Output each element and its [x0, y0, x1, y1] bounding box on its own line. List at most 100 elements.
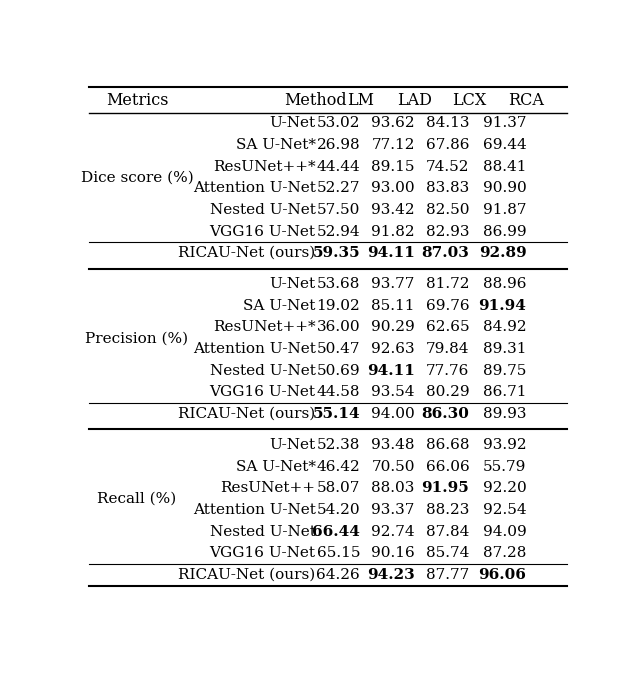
Text: 55.14: 55.14 [312, 407, 360, 421]
Text: 82.93: 82.93 [426, 225, 469, 238]
Text: 53.68: 53.68 [317, 277, 360, 291]
Text: 92.20: 92.20 [483, 481, 527, 496]
Text: LAD: LAD [397, 91, 432, 108]
Text: 93.62: 93.62 [371, 116, 415, 131]
Text: 89.31: 89.31 [483, 342, 527, 356]
Text: RICAU-Net (ours): RICAU-Net (ours) [179, 407, 316, 421]
Text: 50.69: 50.69 [317, 364, 360, 378]
Text: 96.06: 96.06 [479, 568, 527, 582]
Text: 52.38: 52.38 [317, 438, 360, 452]
Text: 93.77: 93.77 [371, 277, 415, 291]
Text: 93.48: 93.48 [371, 438, 415, 452]
Text: 52.27: 52.27 [317, 181, 360, 195]
Text: 62.65: 62.65 [426, 320, 469, 334]
Text: 91.95: 91.95 [422, 481, 469, 496]
Text: SA U-Net*: SA U-Net* [236, 460, 316, 474]
Text: 74.52: 74.52 [426, 160, 469, 173]
Text: 67.86: 67.86 [426, 138, 469, 152]
Text: SA U-Net*: SA U-Net* [236, 138, 316, 152]
Text: 93.92: 93.92 [483, 438, 527, 452]
Text: 66.06: 66.06 [426, 460, 469, 474]
Text: SA U-Net: SA U-Net [243, 299, 316, 313]
Text: U-Net: U-Net [269, 116, 316, 131]
Text: 91.82: 91.82 [371, 225, 415, 238]
Text: 84.92: 84.92 [483, 320, 527, 334]
Text: 94.09: 94.09 [483, 525, 527, 538]
Text: 69.44: 69.44 [483, 138, 527, 152]
Text: Precision (%): Precision (%) [86, 331, 189, 345]
Text: 44.44: 44.44 [317, 160, 360, 173]
Text: 92.74: 92.74 [371, 525, 415, 538]
Text: 83.83: 83.83 [426, 181, 469, 195]
Text: Recall (%): Recall (%) [97, 492, 177, 506]
Text: 80.29: 80.29 [426, 385, 469, 399]
Text: 79.84: 79.84 [426, 342, 469, 356]
Text: 77.12: 77.12 [371, 138, 415, 152]
Text: U-Net: U-Net [269, 438, 316, 452]
Text: 87.84: 87.84 [426, 525, 469, 538]
Text: Dice score (%): Dice score (%) [81, 171, 193, 184]
Text: 57.50: 57.50 [317, 203, 360, 217]
Text: ResUNet++*: ResUNet++* [213, 160, 316, 173]
Text: VGG16 U-Net: VGG16 U-Net [210, 546, 316, 560]
Text: RICAU-Net (ours): RICAU-Net (ours) [179, 246, 316, 260]
Text: LCX: LCX [452, 91, 486, 108]
Text: 26.98: 26.98 [317, 138, 360, 152]
Text: 86.99: 86.99 [483, 225, 527, 238]
Text: Attention U-Net: Attention U-Net [193, 181, 316, 195]
Text: 87.28: 87.28 [483, 546, 527, 560]
Text: ResUNet++*: ResUNet++* [213, 320, 316, 334]
Text: Nested U-Net: Nested U-Net [210, 364, 316, 378]
Text: 53.02: 53.02 [317, 116, 360, 131]
Text: 88.23: 88.23 [426, 503, 469, 517]
Text: 90.29: 90.29 [371, 320, 415, 334]
Text: 93.00: 93.00 [371, 181, 415, 195]
Text: 88.96: 88.96 [483, 277, 527, 291]
Text: 52.94: 52.94 [317, 225, 360, 238]
Text: 90.90: 90.90 [483, 181, 527, 195]
Text: 84.13: 84.13 [426, 116, 469, 131]
Text: 19.02: 19.02 [317, 299, 360, 313]
Text: Nested U-Net: Nested U-Net [210, 203, 316, 217]
Text: 91.87: 91.87 [483, 203, 527, 217]
Text: 94.00: 94.00 [371, 407, 415, 421]
Text: 93.54: 93.54 [371, 385, 415, 399]
Text: 85.74: 85.74 [426, 546, 469, 560]
Text: 64.26: 64.26 [317, 568, 360, 582]
Text: Attention U-Net: Attention U-Net [193, 342, 316, 356]
Text: 69.76: 69.76 [426, 299, 469, 313]
Text: 50.47: 50.47 [317, 342, 360, 356]
Text: 86.68: 86.68 [426, 438, 469, 452]
Text: 86.30: 86.30 [422, 407, 469, 421]
Text: 91.94: 91.94 [479, 299, 527, 313]
Text: 88.03: 88.03 [371, 481, 415, 496]
Text: 85.11: 85.11 [371, 299, 415, 313]
Text: VGG16 U-Net: VGG16 U-Net [210, 225, 316, 238]
Text: 65.15: 65.15 [317, 546, 360, 560]
Text: 89.15: 89.15 [371, 160, 415, 173]
Text: Metrics: Metrics [106, 91, 168, 108]
Text: Method: Method [284, 91, 347, 108]
Text: 70.50: 70.50 [371, 460, 415, 474]
Text: 89.93: 89.93 [483, 407, 527, 421]
Text: 82.50: 82.50 [426, 203, 469, 217]
Text: LM: LM [347, 91, 374, 108]
Text: 88.41: 88.41 [483, 160, 527, 173]
Text: 77.76: 77.76 [426, 364, 469, 378]
Text: 81.72: 81.72 [426, 277, 469, 291]
Text: 59.35: 59.35 [312, 246, 360, 260]
Text: ResUNet++: ResUNet++ [221, 481, 316, 496]
Text: 93.37: 93.37 [371, 503, 415, 517]
Text: 92.54: 92.54 [483, 503, 527, 517]
Text: 94.11: 94.11 [367, 246, 415, 260]
Text: 86.71: 86.71 [483, 385, 527, 399]
Text: U-Net: U-Net [269, 277, 316, 291]
Text: 58.07: 58.07 [317, 481, 360, 496]
Text: 91.37: 91.37 [483, 116, 527, 131]
Text: 44.58: 44.58 [317, 385, 360, 399]
Text: VGG16 U-Net: VGG16 U-Net [210, 385, 316, 399]
Text: RICAU-Net (ours): RICAU-Net (ours) [179, 568, 316, 582]
Text: 46.42: 46.42 [317, 460, 360, 474]
Text: 87.03: 87.03 [422, 246, 469, 260]
Text: 55.79: 55.79 [483, 460, 527, 474]
